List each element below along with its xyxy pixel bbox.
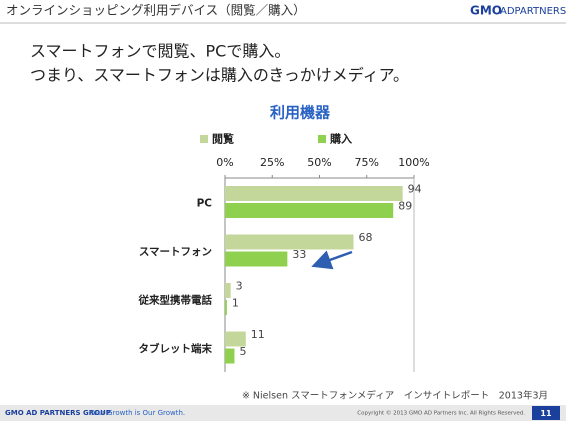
category-label: タブレット端末 <box>139 342 213 355</box>
data-label: 33 <box>292 248 306 261</box>
data-label: 3 <box>236 280 243 293</box>
category-label: PC <box>197 197 213 209</box>
footer-group: GMO AD PARTNERS GROUP <box>5 409 111 417</box>
chart-title: 利用機器 <box>270 104 331 122</box>
data-label: 89 <box>398 200 412 213</box>
x-tick-label: 50% <box>307 156 331 169</box>
x-tick-label: 25% <box>260 156 284 169</box>
arrow <box>311 250 353 270</box>
data-label: 5 <box>239 345 246 358</box>
bar <box>225 234 354 250</box>
data-label: 68 <box>359 231 373 244</box>
legend-label: 閲覧 <box>212 132 234 146</box>
footer-bar <box>0 405 566 421</box>
source-note: ※ Nielsen スマートフォンメディア インサイトレポート 2013年3月 <box>242 390 548 402</box>
slide-title: オンラインショッピング利用デバイス（閲覧／購入） <box>6 3 306 18</box>
category-label: 従来型携帯電話 <box>138 293 213 306</box>
bar <box>225 348 235 364</box>
page-number: 11 <box>540 409 552 418</box>
legend-label: 購入 <box>329 132 352 146</box>
data-label: 94 <box>408 183 422 196</box>
x-tick-label: 100% <box>398 156 429 169</box>
bar <box>225 251 288 267</box>
body-line: つまり、スマートフォンは購入のきっかけメディア。 <box>30 66 409 85</box>
data-label: 1 <box>232 297 239 310</box>
bar <box>225 331 246 347</box>
footer-tagline: Your Growth is Our Growth. <box>89 409 185 417</box>
x-tick-label: 75% <box>355 156 379 169</box>
logo-mark: GMO <box>470 4 502 18</box>
data-label: 11 <box>251 328 265 341</box>
legend-swatch <box>318 135 326 143</box>
bar <box>225 283 231 298</box>
bar <box>225 203 394 218</box>
bar <box>225 186 403 201</box>
page-box <box>532 406 560 420</box>
bar <box>225 300 227 315</box>
legend-swatch <box>200 135 208 143</box>
body-line: スマートフォンで閲覧、PCで購入。 <box>30 42 290 61</box>
category-label: スマートフォン <box>139 246 212 258</box>
logo-text: ADPARTNERS <box>500 6 566 17</box>
x-tick-label: 0% <box>216 156 233 169</box>
footer-copyright: Copyright © 2013 GMO AD Partners Inc. Al… <box>357 410 525 417</box>
